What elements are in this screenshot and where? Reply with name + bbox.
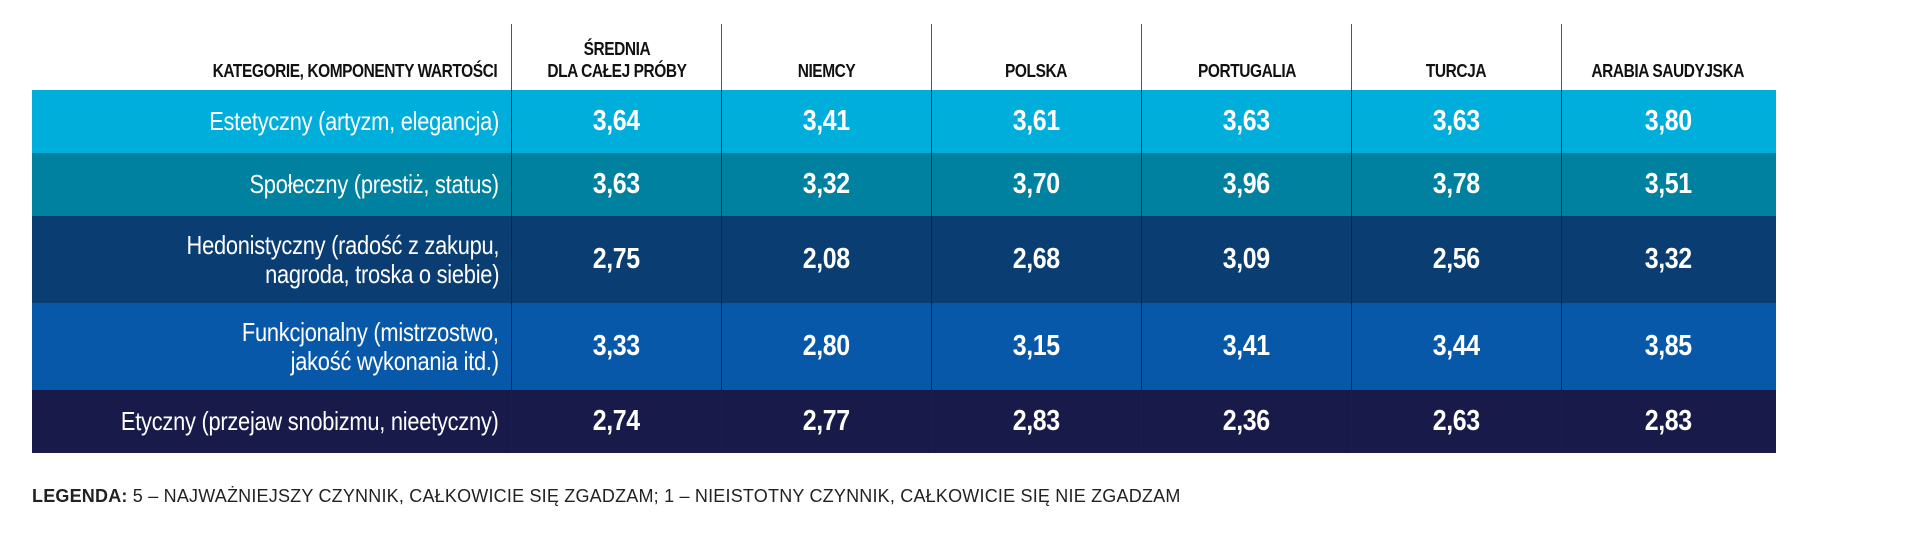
row-category-cell: Funkcjonalny (mistrzostwo, jakość wykona… [32,303,511,390]
value-cell: 3,85 [1561,303,1774,390]
value-cell: 2,36 [1141,390,1351,453]
row-category-cell: Hedonistyczny (radość z zakupu, nagroda,… [32,216,511,303]
value-label: 3,51 [1644,168,1692,200]
value-label: 3,33 [593,330,640,362]
legend-label: LEGENDA: [32,486,128,506]
value-label: 3,15 [1013,330,1060,362]
column-header-cell: KATEGORIE, KOMPONENTY WARTOŚCI [32,24,511,90]
value-label: 3,70 [1013,168,1060,200]
row-category-label: Funkcjonalny (mistrzostwo, jakość wykona… [242,316,499,376]
value-cell: 2,74 [511,390,721,453]
table-row: Hedonistyczny (radość z zakupu, nagroda,… [32,216,1776,303]
value-cell: 3,41 [1141,303,1351,390]
value-label: 2,68 [1013,243,1060,275]
value-label: 3,63 [593,168,640,200]
value-cell: 3,78 [1351,153,1561,216]
value-label: 2,36 [1223,405,1270,437]
column-header-arabia-saudyjska: ARABIA SAUDYJSKA [1591,61,1745,81]
value-label: 2,77 [803,405,850,437]
value-cell: 2,08 [721,216,931,303]
value-cell: 3,09 [1141,216,1351,303]
value-cell: 2,83 [931,390,1141,453]
column-header-niemcy: NIEMCY [797,61,856,81]
value-cell: 3,51 [1561,153,1774,216]
value-label: 3,44 [1433,330,1480,362]
value-label: 2,80 [803,330,850,362]
row-category-cell: Estetyczny (artyzm, elegancja) [32,90,511,153]
value-label: 2,83 [1644,405,1692,437]
value-label: 2,56 [1433,243,1480,275]
value-label: 3,85 [1644,330,1692,362]
table-row: Etyczny (przejaw snobizmu, nieetyczny) 2,… [32,390,1776,453]
table-row: Estetyczny (artyzm, elegancja) 3,64 3,41 3,… [32,90,1776,153]
value-label: 3,41 [803,105,850,137]
value-cell: 3,63 [1351,90,1561,153]
row-category-label: Estetyczny (artyzm, elegancja) [209,106,499,136]
column-header-cell: POLSKA [931,24,1141,90]
table-row: Społeczny (prestiż, status) 3,63 3,32 3,70 3… [32,153,1776,216]
value-cell: 3,61 [931,90,1141,153]
row-category-label: Hedonistyczny (radość z zakupu, nagroda,… [186,229,499,289]
value-label: 2,83 [1013,405,1060,437]
column-header-cell: ARABIA SAUDYJSKA [1561,24,1774,90]
value-label: 3,61 [1013,105,1060,137]
row-category-label: Społeczny (prestiż, status) [249,169,500,199]
column-header-cell: TURCJA [1351,24,1561,90]
value-label: 3,80 [1644,105,1692,137]
value-cell: 3,96 [1141,153,1351,216]
value-label: 3,63 [1223,105,1270,137]
value-cell: 2,63 [1351,390,1561,453]
row-category-label: Etyczny (przejaw snobizmu, nieetyczny) [121,406,499,436]
column-header-polska: POLSKA [1005,61,1068,81]
column-header-srednia-dla-calej-proby: ŚREDNIA DLA CAŁEJ PRÓBY [546,39,687,81]
value-label: 3,96 [1223,168,1270,200]
value-label: 3,63 [1433,105,1480,137]
value-cell: 2,77 [721,390,931,453]
value-cell: 3,41 [721,90,931,153]
row-category-cell: Społeczny (prestiż, status) [32,153,511,216]
value-cell: 3,32 [721,153,931,216]
column-header-turcja: TURCJA [1426,61,1487,81]
legend-text: 5 – NAJWAŻNIEJSZY CZYNNIK, CAŁKOWICIE SI… [127,486,1181,506]
value-cell: 3,80 [1561,90,1774,153]
value-cell: 2,75 [511,216,721,303]
value-cell: 3,44 [1351,303,1561,390]
legend: LEGENDA: 5 – NAJWAŻNIEJSZY CZYNNIK, CAŁK… [32,486,1181,507]
value-label: 2,74 [593,405,640,437]
value-cell: 3,70 [931,153,1141,216]
value-cell: 3,15 [931,303,1141,390]
value-cell: 3,64 [511,90,721,153]
column-header-kategorie-komponenty-wartosci: KATEGORIE, KOMPONENTY WARTOŚCI [212,61,498,81]
value-label: 2,08 [803,243,850,275]
column-header-cell: PORTUGALIA [1141,24,1351,90]
table-row: Funkcjonalny (mistrzostwo, jakość wykona… [32,303,1776,390]
value-label: 3,41 [1223,330,1270,362]
value-label: 2,75 [593,243,640,275]
value-cell: 2,83 [1561,390,1774,453]
column-header-cell: ŚREDNIA DLA CAŁEJ PRÓBY [511,24,721,90]
table-body: Estetyczny (artyzm, elegancja) 3,64 3,41 3,… [32,90,1776,453]
table-header-row: KATEGORIE, KOMPONENTY WARTOŚCI ŚREDNIA DL… [32,24,1776,90]
column-header-portugalia: PORTUGALIA [1197,61,1296,81]
value-label: 3,32 [1644,243,1692,275]
data-table: KATEGORIE, KOMPONENTY WARTOŚCI ŚREDNIA DL… [32,24,1776,453]
value-cell: 2,56 [1351,216,1561,303]
value-cell: 3,63 [511,153,721,216]
value-label: 3,78 [1433,168,1480,200]
column-header-cell: NIEMCY [721,24,931,90]
value-cell: 3,33 [511,303,721,390]
value-cell: 2,80 [721,303,931,390]
value-cell: 2,68 [931,216,1141,303]
value-label: 2,63 [1433,405,1480,437]
value-label: 3,32 [803,168,850,200]
value-cell: 3,63 [1141,90,1351,153]
value-label: 3,64 [593,105,640,137]
value-label: 3,09 [1223,243,1270,275]
value-cell: 3,32 [1561,216,1774,303]
row-category-cell: Etyczny (przejaw snobizmu, nieetyczny) [32,390,511,453]
